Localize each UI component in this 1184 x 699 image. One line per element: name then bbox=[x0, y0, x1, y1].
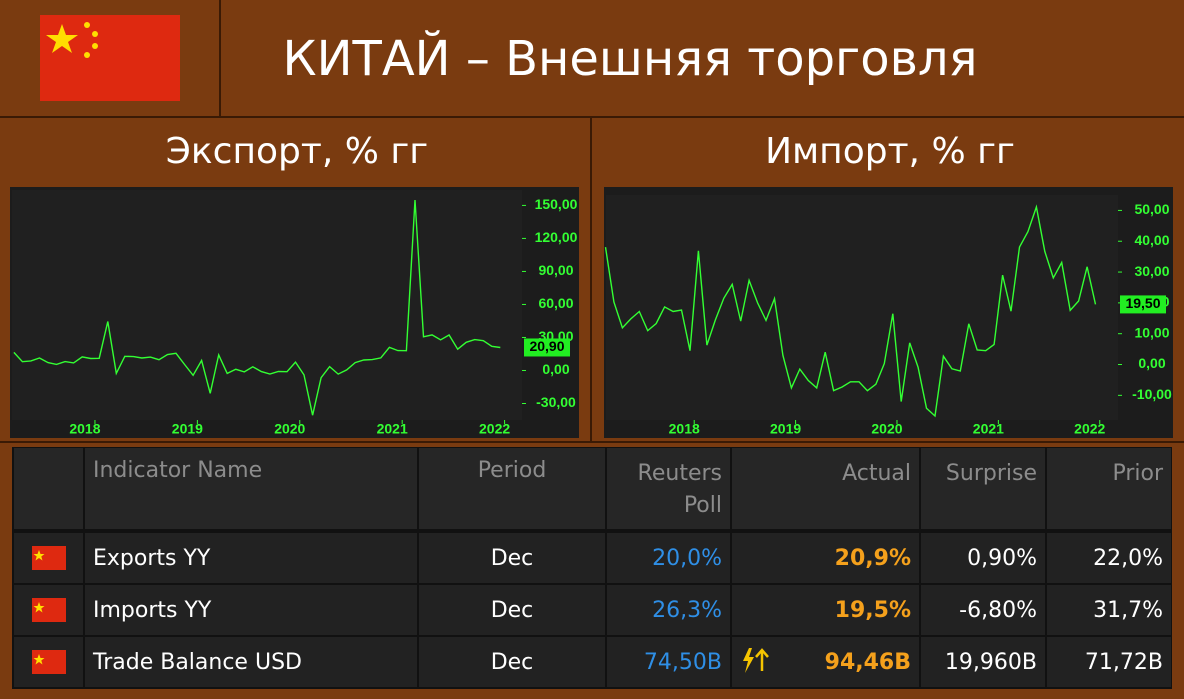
x-tick-label: 2022 bbox=[1074, 421, 1105, 437]
table-cell: Dec bbox=[419, 533, 605, 583]
flag-icon bbox=[31, 650, 66, 674]
y-tick-label: 0,00 bbox=[542, 361, 569, 377]
table-cell: -6,80% bbox=[921, 585, 1045, 635]
table-cell: Dec bbox=[419, 585, 605, 635]
last-value-label: 19,50 bbox=[1125, 295, 1160, 311]
x-tick-label: 2019 bbox=[770, 421, 801, 437]
y-tick-label: -10,00 bbox=[1132, 386, 1172, 402]
y-tick-label: 150,00 bbox=[535, 196, 578, 212]
plot-area bbox=[606, 195, 1118, 420]
plot-area bbox=[12, 190, 522, 420]
table-cell: 26,3% bbox=[607, 585, 730, 635]
column-header: Indicator Name bbox=[85, 448, 417, 529]
x-tick-label: 2020 bbox=[274, 421, 305, 437]
flag-cell bbox=[14, 637, 83, 687]
x-tick-label: 2018 bbox=[69, 421, 100, 437]
column-header: Actual bbox=[732, 448, 919, 529]
column-header: Period bbox=[419, 448, 605, 529]
chart-subtitle: Экспорт, % гг bbox=[166, 131, 428, 172]
x-tick-label: 2018 bbox=[669, 421, 700, 437]
y-tick-label: -30,00 bbox=[536, 394, 576, 410]
column-header: Surprise bbox=[921, 448, 1045, 529]
flag-cell bbox=[14, 585, 83, 635]
x-tick-label: 2020 bbox=[871, 421, 902, 437]
y-tick-label: 50,00 bbox=[1134, 201, 1169, 217]
header-cell bbox=[14, 448, 83, 529]
last-value-label: 20,90 bbox=[529, 338, 564, 354]
table-cell: Exports YY bbox=[85, 533, 417, 583]
x-tick-label: 2022 bbox=[479, 421, 510, 437]
table-cell: 74,50B bbox=[607, 637, 730, 687]
last-value-badge bbox=[524, 338, 570, 357]
y-tick-label: 40,00 bbox=[1134, 232, 1169, 248]
table-cell: 20,9% bbox=[732, 533, 919, 583]
y-tick-label: 10,00 bbox=[1134, 324, 1169, 340]
page-title: КИТАЙ – Внешняя торговля bbox=[283, 30, 978, 87]
y-tick-label: 120,00 bbox=[535, 229, 578, 245]
table-cell: 22,0% bbox=[1047, 533, 1171, 583]
x-tick-label: 2021 bbox=[377, 421, 408, 437]
table-cell: 20,0% bbox=[607, 533, 730, 583]
flag-icon bbox=[31, 546, 66, 570]
table-cell: 31,7% bbox=[1047, 585, 1171, 635]
flag-cell bbox=[14, 533, 83, 583]
x-tick-label: 2021 bbox=[973, 421, 1004, 437]
table-cell: Dec bbox=[419, 637, 605, 687]
last-value-badge bbox=[1120, 295, 1166, 314]
chart-subtitle: Импорт, % гг bbox=[765, 131, 1015, 172]
y-tick-label: 0,00 bbox=[1138, 355, 1165, 371]
table-cell: 0,90% bbox=[921, 533, 1045, 583]
table-cell: 19,960B bbox=[921, 637, 1045, 687]
x-tick-label: 2019 bbox=[172, 421, 203, 437]
table-cell: 94,46B bbox=[732, 637, 919, 687]
table-cell: 19,5% bbox=[732, 585, 919, 635]
y-tick-label: 60,00 bbox=[538, 295, 573, 311]
y-tick-label: 90,00 bbox=[538, 262, 573, 278]
column-header: Reuters Poll bbox=[607, 448, 730, 529]
table-cell: 71,72B bbox=[1047, 637, 1171, 687]
y-tick-label: 30,00 bbox=[1134, 263, 1169, 279]
surprise-icon bbox=[743, 648, 769, 673]
data-line bbox=[13, 199, 501, 416]
table-cell: Imports YY bbox=[85, 585, 417, 635]
table-cell: Trade Balance USD bbox=[85, 637, 417, 687]
flag-icon bbox=[31, 598, 66, 622]
flag bbox=[40, 15, 180, 101]
data-line bbox=[604, 204, 1097, 418]
column-header: Prior bbox=[1047, 448, 1171, 529]
